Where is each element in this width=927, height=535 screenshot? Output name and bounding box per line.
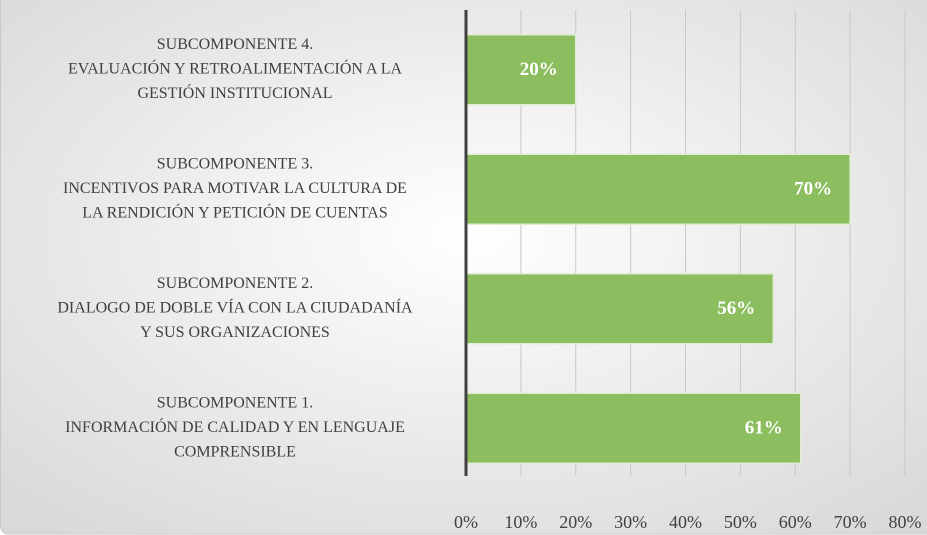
y-tick-label: SUBCOMPONENTE 1. bbox=[157, 394, 313, 411]
x-tick-label: 70% bbox=[834, 512, 867, 532]
bar bbox=[465, 273, 775, 345]
x-tick-label: 40% bbox=[669, 512, 702, 532]
y-tick-label: LA RENDICIÓN Y PETICIÓN DE CUENTAS bbox=[82, 202, 388, 221]
value-label: 61% bbox=[745, 418, 783, 439]
y-tick-label: COMPRENSIBLE bbox=[174, 443, 296, 460]
y-tick-label: INFORMACIÓN DE CALIDAD Y EN LENGUAJE bbox=[65, 417, 405, 436]
y-tick-label: INCENTIVOS PARA MOTIVAR LA CULTURA DE bbox=[63, 180, 407, 197]
x-tick-label: 30% bbox=[614, 512, 647, 532]
x-tick-label: 60% bbox=[779, 512, 812, 532]
x-tick-label: 50% bbox=[724, 512, 757, 532]
value-label: 20% bbox=[520, 59, 558, 80]
y-tick-label: SUBCOMPONENTE 4. bbox=[157, 36, 313, 53]
y-tick-label: SUBCOMPONENTE 2. bbox=[157, 275, 313, 292]
value-label: 70% bbox=[794, 179, 832, 200]
y-tick-label: EVALUACIÓN Y RETROALIMENTACIÓN A LA bbox=[68, 58, 403, 77]
y-tick-label: SUBCOMPONENTE 3. bbox=[157, 155, 313, 172]
bar bbox=[465, 153, 851, 225]
x-tick-label: 10% bbox=[504, 512, 537, 532]
x-tick-label: 20% bbox=[559, 512, 592, 532]
x-tick-label: 0% bbox=[454, 512, 478, 532]
y-tick-label: DIALOGO DE DOBLE VÍA CON LA CIUDADANÍA bbox=[57, 297, 413, 316]
bar bbox=[465, 392, 802, 464]
y-tick-label: Y SUS ORGANIZACIONES bbox=[140, 324, 330, 341]
y-tick-label: GESTIÓN INSTITUCIONAL bbox=[137, 83, 332, 102]
x-tick-label: 80% bbox=[889, 512, 922, 532]
value-label: 56% bbox=[717, 298, 755, 319]
